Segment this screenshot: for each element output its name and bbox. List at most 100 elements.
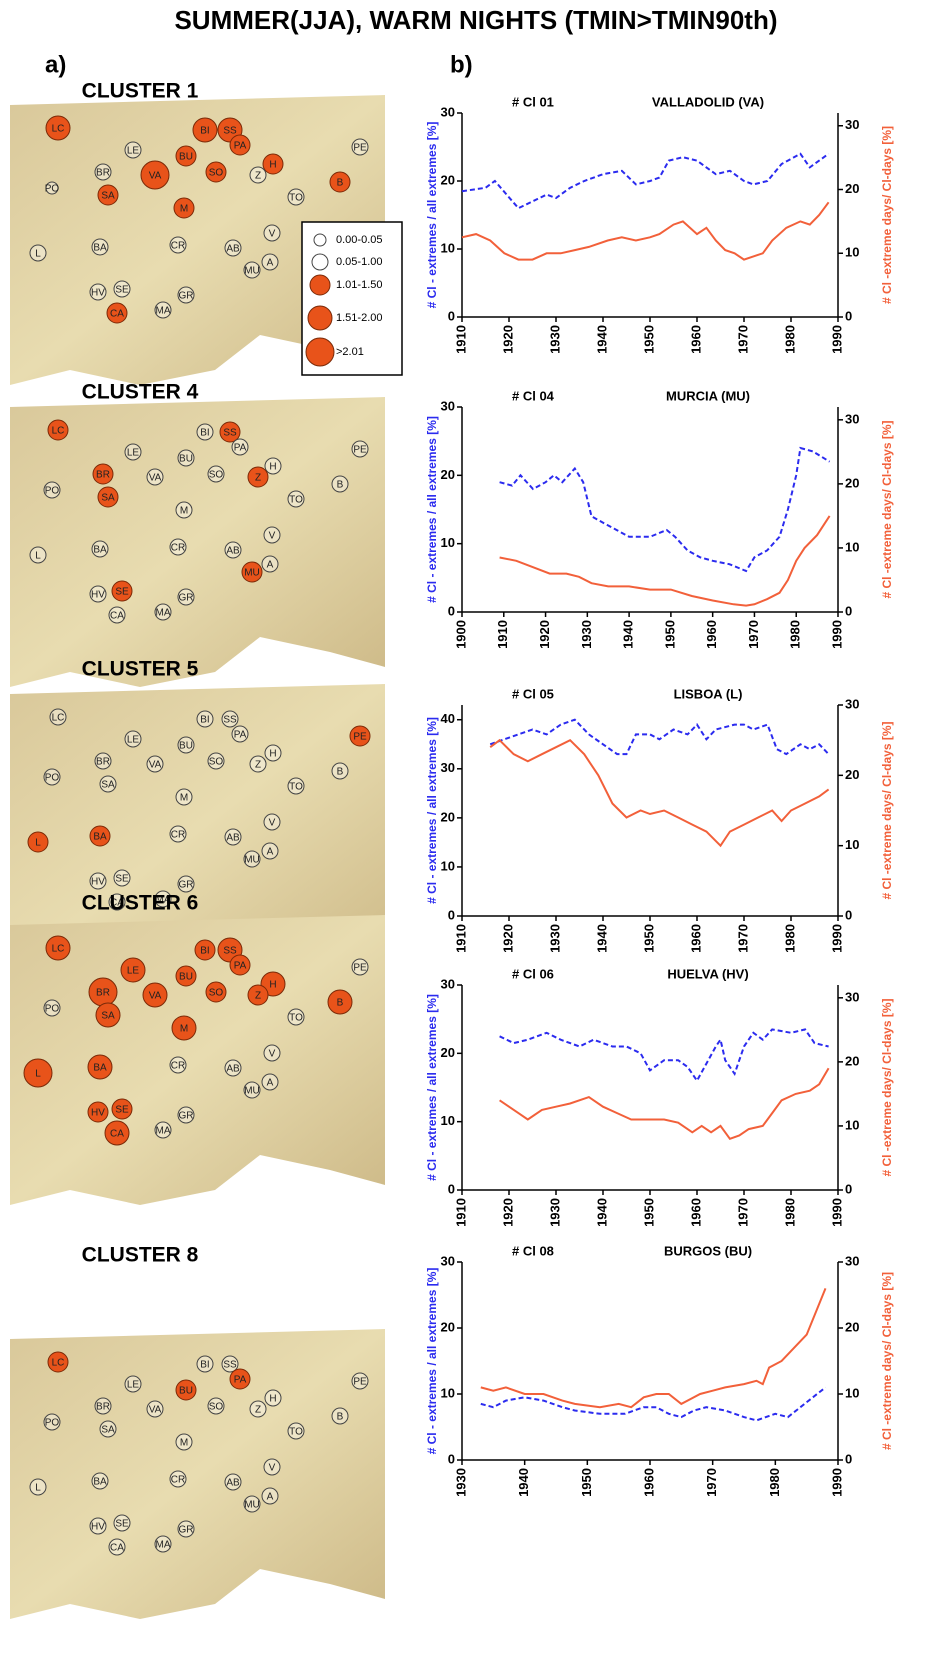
- station-label: SA: [101, 1425, 115, 1436]
- legend-marker: [312, 254, 328, 270]
- x-tick-label: 1960: [688, 1198, 703, 1227]
- y2-axis-label: # Cl -extreme days/ Cl-days [%]: [880, 721, 894, 899]
- station-label: AB: [226, 833, 240, 844]
- station-label: L: [35, 1069, 41, 1080]
- station-label: Z: [255, 473, 261, 484]
- y-tick-label: 10: [441, 858, 455, 873]
- legend-marker: [310, 275, 330, 295]
- station-label: BU: [179, 972, 193, 983]
- x-tick-label: 1970: [704, 1468, 719, 1497]
- y-tick-label: 30: [441, 976, 455, 991]
- y-tick-label: 0: [448, 603, 455, 618]
- y-axis-label: # Cl - extremes / all extremes [%]: [425, 717, 439, 904]
- y-tick-label: 10: [441, 1385, 455, 1400]
- legend-marker: [314, 234, 326, 246]
- y-tick-label: 20: [441, 467, 455, 482]
- station-label: HV: [91, 590, 105, 601]
- station-label: Z: [255, 171, 261, 182]
- station-label: AB: [226, 244, 240, 255]
- y-tick-label: 20: [441, 809, 455, 824]
- station-label: MA: [156, 1540, 171, 1551]
- y2-tick-label: 20: [845, 1053, 859, 1068]
- chart-title: # Cl 08: [512, 1243, 554, 1258]
- station-label: A: [267, 560, 274, 571]
- station-label: MU: [244, 855, 260, 866]
- station-label: SA: [101, 1011, 115, 1022]
- station-label: PE: [353, 732, 367, 743]
- station-label: LE: [127, 448, 140, 459]
- station-label: BU: [179, 1386, 193, 1397]
- station-label: CR: [171, 241, 185, 252]
- y2-axis-label: # Cl -extreme days/ Cl-days [%]: [880, 126, 894, 304]
- station-label: MU: [244, 1500, 260, 1511]
- station-label: CR: [171, 1475, 185, 1486]
- y-tick-label: 30: [441, 1253, 455, 1268]
- station-label: SE: [115, 285, 129, 296]
- station-label: SO: [209, 757, 224, 768]
- y2-tick-label: 30: [845, 989, 859, 1004]
- station-label: BU: [179, 152, 193, 163]
- station-label: SE: [115, 1519, 129, 1530]
- data-line: [500, 1068, 829, 1139]
- station-label: GR: [179, 880, 194, 891]
- station-label: H: [269, 160, 276, 171]
- panel-label: a): [45, 51, 66, 78]
- station-label: VA: [149, 171, 162, 182]
- station-label: B: [337, 480, 344, 491]
- station-label: A: [267, 258, 274, 269]
- y-axis-label: # Cl - extremes / all extremes [%]: [425, 994, 439, 1181]
- x-tick-label: 1960: [688, 325, 703, 354]
- station-label: GR: [179, 291, 194, 302]
- y2-tick-label: 20: [845, 767, 859, 782]
- station-label: VA: [149, 1405, 162, 1416]
- x-tick-label: 1950: [579, 1468, 594, 1497]
- station-label: V: [269, 1049, 276, 1060]
- x-tick-label: 1940: [516, 1468, 531, 1497]
- y-axis-label: # Cl - extremes / all extremes [%]: [425, 416, 439, 603]
- station-label: PA: [234, 961, 247, 972]
- legend-marker: [306, 338, 334, 366]
- station-label: PO: [45, 1004, 60, 1015]
- station-label: CR: [171, 830, 185, 841]
- station-label: PA: [234, 443, 247, 454]
- x-tick-label: 1980: [782, 1198, 797, 1227]
- station-label: CR: [171, 1061, 185, 1072]
- station-label: LE: [127, 1380, 140, 1391]
- station-label: HV: [91, 877, 105, 888]
- x-tick-label: 1950: [641, 1198, 656, 1227]
- station-label: LC: [52, 426, 65, 437]
- x-tick-label: 1940: [594, 924, 609, 953]
- x-tick-label: 1980: [767, 1468, 782, 1497]
- station-label: PE: [353, 963, 367, 974]
- data-line: [462, 154, 829, 208]
- station-label: SA: [101, 780, 115, 791]
- station-label: SS: [223, 946, 237, 957]
- x-tick-label: 1900: [453, 620, 468, 649]
- x-tick-label: 1980: [788, 620, 803, 649]
- station-label: MA: [156, 306, 171, 317]
- y-tick-label: 20: [441, 1045, 455, 1060]
- station-label: PA: [234, 1375, 247, 1386]
- station-label: SO: [209, 988, 224, 999]
- legend-label: 0.00-0.05: [336, 234, 382, 246]
- x-tick-label: 1970: [735, 325, 750, 354]
- x-tick-label: 1970: [746, 620, 761, 649]
- station-name: BURGOS (BU): [664, 1243, 752, 1258]
- station-label: SS: [223, 428, 237, 439]
- station-label: AB: [226, 1064, 240, 1075]
- y2-tick-label: 10: [845, 1385, 859, 1400]
- y-tick-label: 20: [441, 172, 455, 187]
- station-label: TO: [289, 1427, 303, 1438]
- station-label: SE: [115, 1105, 129, 1116]
- station-label: L: [35, 249, 41, 260]
- station-name: HUELVA (HV): [667, 966, 748, 981]
- station-label: PE: [353, 445, 367, 456]
- y2-tick-label: 20: [845, 181, 859, 196]
- y2-tick-label: 20: [845, 1319, 859, 1334]
- station-label: H: [269, 462, 276, 473]
- data-line: [481, 1387, 826, 1420]
- station-label: V: [269, 818, 276, 829]
- legend-marker: [308, 306, 332, 330]
- y2-axis-label: # Cl -extreme days/ Cl-days [%]: [880, 1272, 894, 1450]
- y-tick-label: 30: [441, 104, 455, 119]
